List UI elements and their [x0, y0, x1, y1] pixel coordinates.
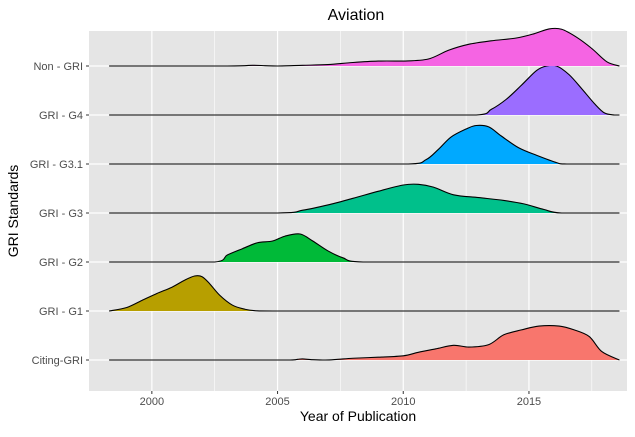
ridge-fill: [109, 125, 620, 164]
ridge-outline: [109, 27, 620, 67]
ridge-outline: [109, 124, 620, 165]
x-tick-label: 2005: [265, 396, 289, 408]
y-axis-title: GRI Standards: [5, 165, 21, 258]
x-tick-label: 2015: [517, 396, 541, 408]
ridge-fill: [109, 184, 620, 213]
y-axis: Citing-GRI GRI - G1 GRI - G2 GRI - G3 GRI - …: [30, 61, 89, 367]
ridge-fill: [109, 28, 620, 66]
y-tick-label: GRI - G4: [39, 110, 83, 122]
ridge-outline: [109, 233, 620, 263]
ridge-fill: [109, 65, 620, 115]
y-tick-label: GRI - G3.1: [30, 159, 83, 171]
ridge-fill: [109, 233, 620, 262]
density-ridges: [109, 27, 620, 361]
ridge-gri-g2: [109, 233, 620, 263]
ridge-fill: [109, 275, 620, 311]
x-tick-label: 2000: [140, 396, 164, 408]
ridge-fill: [109, 325, 620, 360]
ridge-gri-g1: [109, 275, 620, 312]
ridge-citing-gri: [109, 325, 620, 361]
ridge-outline: [109, 275, 620, 312]
ridge-gri-g3: [109, 183, 620, 214]
x-axis: 2000 2005 2010 2015: [140, 391, 541, 408]
ridge-outline: [109, 64, 620, 116]
x-axis-title: Year of Publication: [300, 408, 416, 424]
y-tick-label: Citing-GRI: [32, 355, 83, 367]
y-tick-label: GRI - G2: [39, 257, 83, 269]
x-tick-label: 2010: [391, 396, 415, 408]
chart-title: Aviation: [328, 7, 385, 24]
ridge-gri-g4: [109, 64, 620, 116]
y-tick-label: GRI - G3: [39, 208, 83, 220]
ridge-outline: [109, 325, 620, 361]
ridge-non-gri: [109, 27, 620, 67]
y-tick-label: Non - GRI: [33, 61, 83, 73]
ridge-gri-g3-1: [109, 124, 620, 165]
y-tick-label: GRI - G1: [39, 306, 83, 318]
ridge-outline: [109, 183, 620, 214]
